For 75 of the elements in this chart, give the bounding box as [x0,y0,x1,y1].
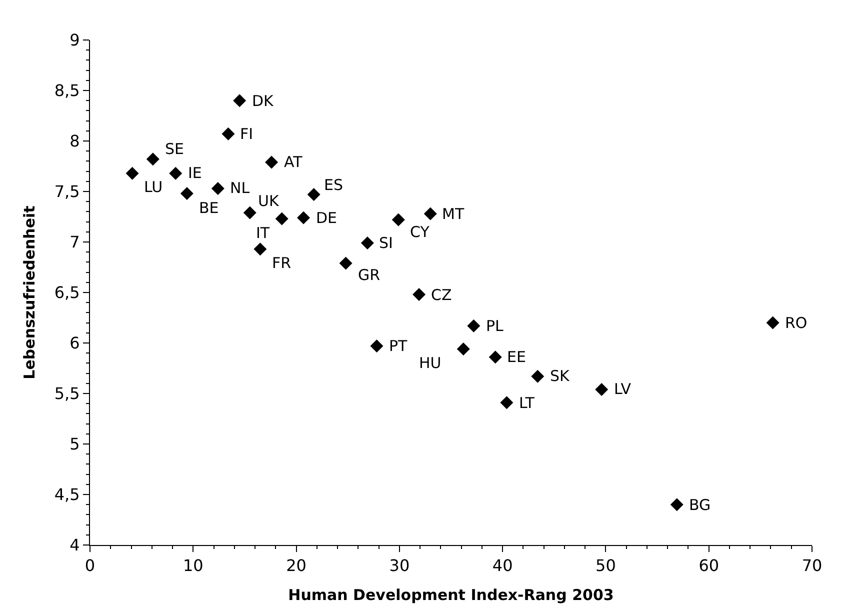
point [766,316,780,330]
y-tick-label: 9 [70,30,80,50]
annotation: FI [240,125,254,143]
point [360,236,374,250]
annotation: EE [507,348,526,366]
annotation: CZ [431,286,452,304]
y-tick-label: 7 [70,232,80,252]
annotation: FR [272,254,292,272]
annotation: NL [230,179,250,197]
y-tick-label: 5,5 [54,384,80,404]
point [307,188,320,202]
point [275,212,288,226]
y-tick-label: 8 [70,132,80,151]
annotation: DK [252,92,275,110]
annotation: IT [256,224,270,242]
annotation: GR [358,266,380,284]
point [456,342,470,356]
y-tick-label: 5 [70,434,80,454]
annotation: SE [165,140,184,158]
point [531,370,544,383]
annotation: HU [419,354,442,372]
point [169,166,182,180]
point [370,340,384,353]
point [243,206,256,220]
x-axis-title: Human Development Index-Rang 2003 [288,586,614,604]
point [297,211,310,224]
y-tick-label: 7,5 [54,182,80,202]
point [222,127,235,140]
annotation: LU [144,178,163,196]
x-tick-label: 0 [84,556,96,576]
annotation: RO [785,314,808,332]
annotation: SK [550,367,571,385]
x-tick-label: 40 [492,556,513,576]
x-tick-label: 70 [802,556,822,576]
annotation: ES [324,176,343,194]
y-axis-title: Lebenszufriedenheit [20,206,39,380]
point [146,152,160,166]
point [500,396,514,410]
point [467,319,480,332]
y-tick-label: 6 [70,334,80,353]
annotation: UK [258,192,280,210]
annotation: AT [284,153,304,171]
point [424,207,437,220]
x-tick-label: 10 [182,556,204,576]
annotation: LV [614,380,632,398]
point [670,498,684,512]
point [392,213,405,226]
point [211,182,224,195]
point [339,256,352,270]
point [233,94,246,108]
point [126,166,139,180]
annotation: PL [486,317,504,335]
point [595,382,608,396]
annotation: LT [519,394,536,412]
point [412,288,426,302]
x-tick-label: 60 [698,556,720,576]
annotation: BE [199,199,219,217]
point [180,187,194,200]
point [254,242,267,256]
x-tick-label: 50 [596,556,616,576]
x-tick-label: 20 [286,556,306,576]
y-tick-label: 4 [70,536,80,555]
annotation: PT [389,337,408,355]
annotation: MT [442,205,465,223]
annotation: BG [689,496,711,514]
annotation: SI [379,234,393,252]
x-tick-label: 30 [389,556,410,576]
point [488,350,502,364]
annotation: CY [410,223,430,241]
annotation: DE [316,209,338,227]
y-tick-label: 8,5 [54,81,80,100]
y-tick-label: 6,5 [54,283,80,302]
annotation: IE [188,164,202,182]
y-tick-label: 4,5 [54,485,80,504]
point [265,156,278,169]
